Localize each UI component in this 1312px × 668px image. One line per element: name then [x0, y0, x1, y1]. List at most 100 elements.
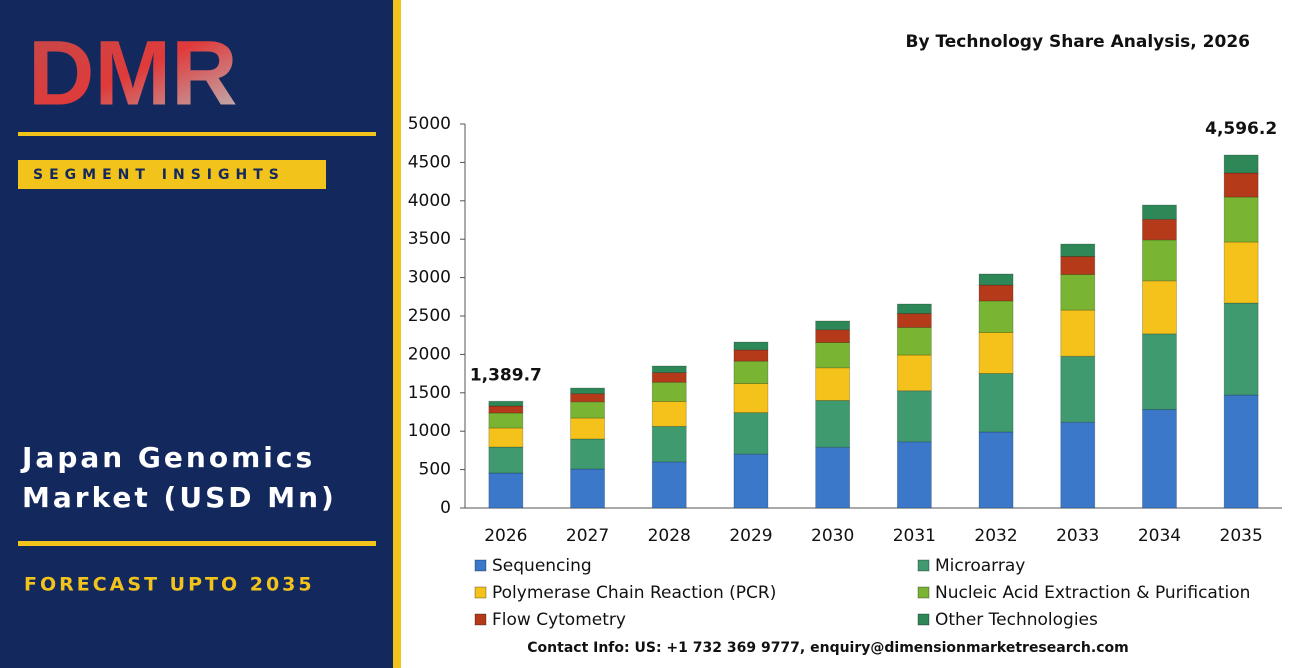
x-tick-label: 2031: [893, 526, 936, 546]
bar-segment: [651, 365, 687, 374]
legend-swatch: [917, 559, 930, 572]
logo: DMR: [28, 22, 238, 124]
bar-segment: [488, 427, 524, 448]
x-tick-label: 2033: [1056, 526, 1099, 546]
total-label: 1,389.7: [470, 365, 542, 385]
bar-segment: [570, 417, 605, 440]
bar-segment: [978, 373, 1014, 433]
legend-swatch: [917, 586, 930, 599]
bar-segment: [733, 453, 769, 509]
bar-segment: [815, 446, 851, 509]
bar-segment: [1142, 280, 1177, 335]
bar-segment: [1223, 196, 1259, 243]
legend-swatch: [917, 613, 930, 626]
legend-swatch: [474, 613, 487, 626]
bar-segment: [733, 341, 769, 351]
bar-segment: [1060, 274, 1096, 311]
bar-segment: [570, 393, 605, 403]
y-tick-label: 4000: [408, 191, 451, 211]
bar-segment: [896, 327, 932, 356]
bar-segment: [815, 400, 851, 448]
contact: Contact Info: US: +1 732 369 9777, enqui…: [527, 640, 1128, 656]
bar-segment: [1142, 333, 1177, 410]
divider: [18, 132, 376, 136]
bar-segment: [651, 372, 687, 383]
divider: [18, 541, 376, 546]
bar-segment: [651, 381, 687, 402]
bar-segment: [488, 472, 524, 509]
bar-segment: [570, 401, 605, 419]
y-tick-label: 1500: [408, 383, 451, 403]
bar-segment: [733, 360, 769, 384]
bar-segment: [1223, 154, 1259, 174]
total-label: 4,596.2: [1205, 119, 1277, 139]
legend-label: Microarray: [935, 556, 1025, 576]
bar-segment: [1223, 394, 1259, 509]
bar-segment: [815, 320, 851, 331]
y-tick-label: 3500: [408, 229, 451, 249]
legend-label: Sequencing: [492, 556, 592, 576]
bar-segment: [488, 446, 524, 474]
bar-segment: [488, 405, 524, 414]
bar-segment: [978, 284, 1014, 302]
bar-segment: [896, 354, 932, 392]
bar-segment: [651, 401, 687, 427]
bar-segment: [1142, 409, 1177, 509]
bar-segment: [651, 461, 687, 509]
legend-label: Flow Cytometry: [492, 610, 626, 630]
side-panel: [0, 0, 393, 668]
bar-segment: [488, 412, 524, 429]
bar-segment: [815, 329, 851, 343]
bar-segment: [1060, 421, 1096, 509]
bar-segment: [733, 349, 769, 362]
bar-segment: [1142, 239, 1177, 282]
heading: Japan Genomics: [20, 441, 315, 474]
bar-segment: [651, 425, 687, 463]
badge: SEGMENT INSIGHTS: [33, 167, 285, 183]
x-tick-label: 2032: [974, 526, 1017, 546]
bar-segment: [978, 332, 1014, 374]
forecast: FORECAST UPTO 2035: [24, 574, 315, 596]
legend-swatch: [474, 586, 487, 599]
y-tick-label: 4500: [408, 152, 451, 172]
bar-segment: [978, 431, 1014, 509]
bar-segment: [1060, 256, 1096, 275]
x-tick-label: 2030: [811, 526, 854, 546]
bar-segment: [896, 441, 932, 509]
bar-segment: [1142, 218, 1177, 241]
bar-segment: [570, 438, 605, 470]
bar-segment: [1223, 302, 1259, 396]
bar-segment: [570, 468, 605, 509]
bar-segment: [733, 383, 769, 414]
x-tick-label: 2028: [648, 526, 691, 546]
bar-segment: [1223, 241, 1259, 304]
y-tick-label: 500: [419, 460, 451, 480]
legend-label: Other Technologies: [935, 610, 1098, 630]
bar-segment: [570, 387, 605, 395]
legend-swatch: [474, 559, 487, 572]
legend-label: Nucleic Acid Extraction & Purification: [935, 583, 1250, 603]
bar-segment: [1223, 172, 1259, 198]
badge-box: [18, 160, 326, 189]
y-tick-label: 3000: [408, 268, 451, 288]
y-tick-label: 0: [440, 498, 451, 518]
bar-segment: [1060, 355, 1096, 423]
x-tick-label: 2029: [729, 526, 772, 546]
y-tick-label: 2500: [408, 306, 451, 326]
y-tick-label: 2000: [408, 344, 451, 364]
y-tick-label: 1000: [408, 421, 451, 441]
bar-segment: [978, 273, 1014, 286]
bar-segment: [733, 412, 769, 455]
bar-segment: [815, 367, 851, 401]
heading: Market (USD Mn): [22, 481, 337, 514]
bar-segment: [978, 300, 1014, 333]
bar-segment: [896, 313, 932, 328]
bar-segment: [815, 342, 851, 369]
y-tick-label: 5000: [408, 114, 451, 134]
x-tick-label: 2026: [484, 526, 527, 546]
bar-segment: [896, 303, 932, 314]
bar-segment: [488, 400, 524, 407]
x-tick-label: 2035: [1220, 526, 1263, 546]
x-tick-label: 2027: [566, 526, 609, 546]
